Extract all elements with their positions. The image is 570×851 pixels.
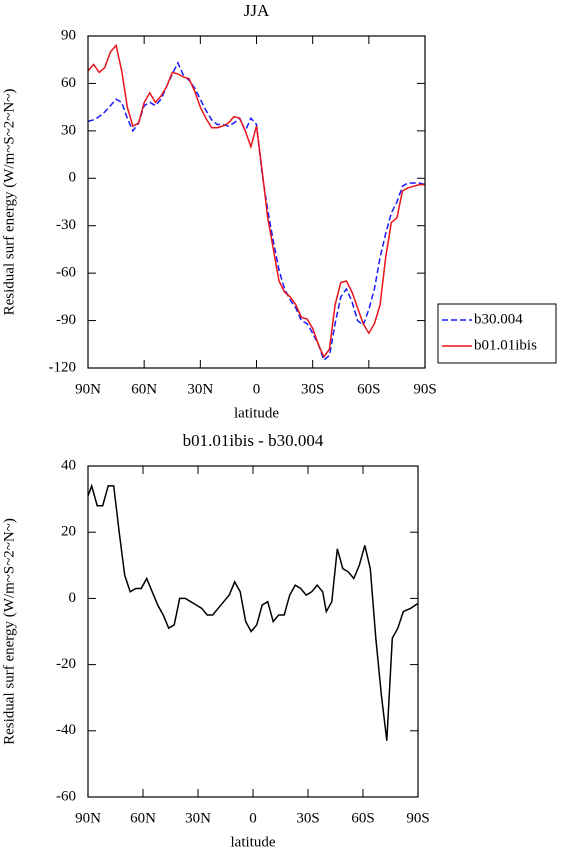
x-axis-label: latitude — [234, 405, 279, 421]
x-tick-label: 90S — [406, 810, 429, 826]
plot-frame — [87, 35, 426, 369]
y-tick-label: -60 — [56, 265, 76, 281]
x-axis-label: latitude — [231, 834, 276, 850]
y-axis-label: Residual surf energy (W/m~S~2~N~) — [1, 518, 17, 745]
y-tick-label: 90 — [61, 27, 76, 43]
x-tick-label: 30S — [296, 810, 319, 826]
x-tick-label: 90N — [75, 810, 101, 826]
y-tick-label: 40 — [61, 457, 76, 473]
y-tick-label: -20 — [56, 656, 76, 672]
data-line — [87, 61, 426, 362]
y-tick-label: -40 — [56, 722, 76, 738]
y-tick-label: -30 — [56, 217, 76, 233]
x-tick-label: 90N — [75, 381, 101, 397]
y-tick-label: -120 — [49, 359, 77, 375]
x-tick-label: 30S — [301, 381, 324, 397]
y-axis-label: Residual surf energy (W/m~S~2~N~) — [1, 89, 17, 316]
x-tick-label: 30N — [185, 810, 211, 826]
chart-title: JJA — [244, 1, 270, 20]
y-tick-label: 0 — [69, 590, 77, 606]
x-tick-label: 60N — [131, 381, 157, 397]
x-tick-label: 60S — [357, 381, 380, 397]
x-tick-label: 60N — [130, 810, 156, 826]
y-tick-label: -90 — [56, 312, 76, 328]
data-line — [87, 483, 419, 741]
y-tick-label: 20 — [61, 524, 76, 540]
x-tick-label: 30N — [187, 381, 213, 397]
y-tick-label: 60 — [61, 75, 76, 91]
legend-label: b01.01ibis — [474, 337, 537, 353]
y-tick-label: 30 — [61, 122, 76, 138]
legend-box — [437, 303, 557, 364]
x-tick-label: 0 — [249, 810, 257, 826]
chart-title: b01.01ibis - b30.004 — [183, 431, 324, 450]
x-tick-label: 0 — [253, 381, 261, 397]
x-tick-label: 60S — [351, 810, 374, 826]
legend-label: b30.004 — [474, 311, 523, 327]
plot-frame — [87, 465, 419, 798]
x-tick-label: 90S — [413, 381, 436, 397]
y-tick-label: -60 — [56, 788, 76, 804]
y-tick-label: 0 — [69, 170, 77, 186]
data-line — [87, 43, 425, 359]
